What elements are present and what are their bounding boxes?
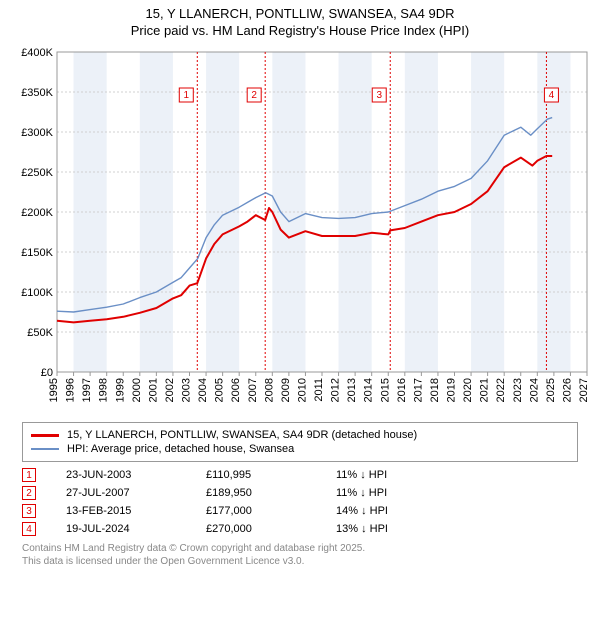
svg-text:£350K: £350K — [21, 87, 53, 99]
svg-text:2017: 2017 — [412, 378, 424, 402]
svg-text:£400K: £400K — [21, 47, 53, 59]
svg-text:2008: 2008 — [263, 378, 275, 402]
svg-text:1997: 1997 — [81, 378, 93, 402]
svg-text:2019: 2019 — [446, 378, 458, 402]
svg-text:2007: 2007 — [247, 378, 259, 402]
footer-attribution: Contains HM Land Registry data © Crown c… — [22, 542, 578, 568]
svg-text:2012: 2012 — [330, 378, 342, 402]
footer-line1: Contains HM Land Registry data © Crown c… — [22, 542, 578, 555]
txn-price: £177,000 — [206, 505, 336, 517]
svg-text:1995: 1995 — [48, 378, 60, 402]
svg-text:2010: 2010 — [296, 378, 308, 402]
marker-badge: 4 — [22, 522, 36, 536]
svg-text:2018: 2018 — [429, 378, 441, 402]
svg-text:2001: 2001 — [147, 378, 159, 402]
txn-price: £189,950 — [206, 487, 336, 499]
table-row: 3 13-FEB-2015 £177,000 14% ↓ HPI — [22, 504, 578, 518]
txn-date: 27-JUL-2007 — [66, 487, 206, 499]
svg-text:2: 2 — [251, 90, 257, 101]
svg-text:£50K: £50K — [27, 327, 53, 339]
marker-badge: 1 — [22, 468, 36, 482]
legend-item: 15, Y LLANERCH, PONTLLIW, SWANSEA, SA4 9… — [31, 429, 569, 441]
price-chart: £0 £50K £100K £150K £200K £250K £300K £350K £400… — [5, 44, 595, 414]
txn-date: 23-JUN-2003 — [66, 469, 206, 481]
svg-text:£250K: £250K — [21, 167, 53, 179]
svg-text:£150K: £150K — [21, 247, 53, 259]
txn-price: £110,995 — [206, 469, 336, 481]
txn-price: £270,000 — [206, 523, 336, 535]
legend-label: 15, Y LLANERCH, PONTLLIW, SWANSEA, SA4 9… — [67, 429, 417, 441]
svg-text:2025: 2025 — [545, 378, 557, 402]
svg-text:2011: 2011 — [313, 378, 325, 402]
svg-text:2000: 2000 — [131, 378, 143, 402]
svg-text:£300K: £300K — [21, 127, 53, 139]
svg-text:2014: 2014 — [363, 378, 375, 402]
svg-text:2023: 2023 — [512, 378, 524, 402]
txn-date: 19-JUL-2024 — [66, 523, 206, 535]
svg-text:1: 1 — [184, 90, 190, 101]
svg-text:3: 3 — [376, 90, 382, 101]
table-row: 2 27-JUL-2007 £189,950 11% ↓ HPI — [22, 486, 578, 500]
svg-text:2013: 2013 — [346, 378, 358, 402]
txn-date: 13-FEB-2015 — [66, 505, 206, 517]
chart-title-line1: 15, Y LLANERCH, PONTLLIW, SWANSEA, SA4 9… — [0, 6, 600, 21]
svg-text:2027: 2027 — [578, 378, 590, 402]
legend-label: HPI: Average price, detached house, Swan… — [67, 443, 294, 455]
svg-text:1996: 1996 — [65, 378, 77, 402]
legend-swatch-price-paid — [31, 434, 59, 437]
marker-badge: 2 — [22, 486, 36, 500]
svg-text:2006: 2006 — [230, 378, 242, 402]
svg-text:£200K: £200K — [21, 207, 53, 219]
chart-legend: 15, Y LLANERCH, PONTLLIW, SWANSEA, SA4 9… — [22, 422, 578, 462]
svg-text:4: 4 — [549, 90, 555, 101]
txn-pct: 14% ↓ HPI — [336, 505, 446, 517]
transactions-table: 1 23-JUN-2003 £110,995 11% ↓ HPI 2 27-JU… — [22, 468, 578, 536]
svg-text:2003: 2003 — [181, 378, 193, 402]
svg-text:2026: 2026 — [561, 378, 573, 402]
svg-text:2022: 2022 — [495, 378, 507, 402]
svg-text:2020: 2020 — [462, 378, 474, 402]
svg-text:2002: 2002 — [164, 378, 176, 402]
marker-badge: 3 — [22, 504, 36, 518]
svg-text:2021: 2021 — [479, 378, 491, 402]
svg-text:£0: £0 — [41, 367, 53, 379]
svg-text:1998: 1998 — [98, 378, 110, 402]
svg-text:2009: 2009 — [280, 378, 292, 402]
svg-text:2016: 2016 — [396, 378, 408, 402]
legend-item: HPI: Average price, detached house, Swan… — [31, 443, 569, 455]
svg-text:£100K: £100K — [21, 287, 53, 299]
footer-line2: This data is licensed under the Open Gov… — [22, 555, 578, 568]
txn-pct: 13% ↓ HPI — [336, 523, 446, 535]
legend-swatch-hpi — [31, 448, 59, 450]
svg-text:2024: 2024 — [528, 378, 540, 402]
table-row: 1 23-JUN-2003 £110,995 11% ↓ HPI — [22, 468, 578, 482]
svg-text:1999: 1999 — [114, 378, 126, 402]
table-row: 4 19-JUL-2024 £270,000 13% ↓ HPI — [22, 522, 578, 536]
svg-text:2015: 2015 — [379, 378, 391, 402]
chart-title-line2: Price paid vs. HM Land Registry's House … — [0, 23, 600, 38]
svg-text:2004: 2004 — [197, 378, 209, 402]
txn-pct: 11% ↓ HPI — [336, 469, 446, 481]
txn-pct: 11% ↓ HPI — [336, 487, 446, 499]
chart-svg: £0 £50K £100K £150K £200K £250K £300K £350K £400… — [5, 44, 595, 414]
svg-text:2005: 2005 — [214, 378, 226, 402]
